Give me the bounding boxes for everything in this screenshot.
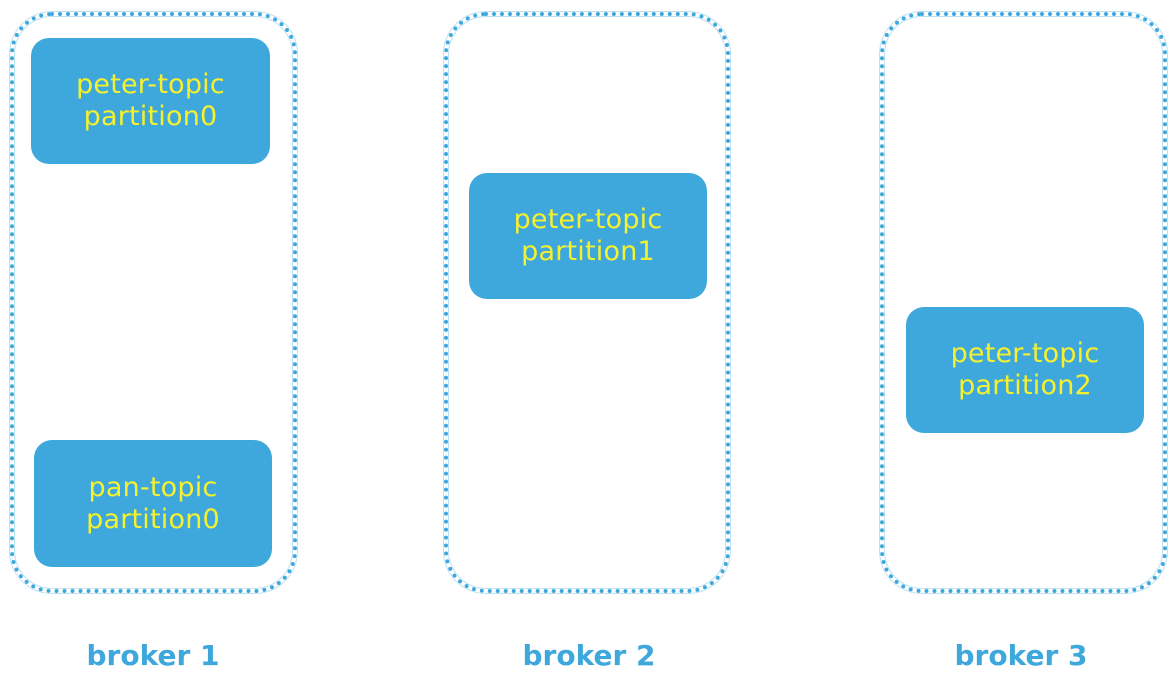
- partition-name: partition0: [86, 503, 220, 535]
- broker-2-label: broker 2: [522, 639, 656, 672]
- broker-1-partition-pan-topic-0: pan-topic partition0: [34, 440, 272, 567]
- partition-name: partition1: [521, 236, 655, 267]
- partition-name: partition2: [958, 370, 1092, 401]
- broker-3-partition-peter-topic-2: peter-topic partition2: [906, 307, 1144, 433]
- partition-topic: peter-topic: [513, 204, 663, 235]
- broker-1-partition-peter-topic-0: peter-topic partition0: [31, 38, 270, 164]
- partition-topic: peter-topic: [950, 338, 1100, 369]
- broker-1-frame: [10, 12, 297, 593]
- partition-topic: pan-topic: [88, 471, 218, 503]
- broker-1-label: broker 1: [86, 639, 220, 672]
- broker-3-label: broker 3: [954, 639, 1088, 672]
- partition-topic: peter-topic: [76, 69, 225, 100]
- broker-3-frame: [880, 12, 1167, 593]
- broker-2-partition-peter-topic-1: peter-topic partition1: [469, 173, 707, 299]
- broker-2-frame: [444, 12, 730, 593]
- partition-name: partition0: [83, 101, 218, 132]
